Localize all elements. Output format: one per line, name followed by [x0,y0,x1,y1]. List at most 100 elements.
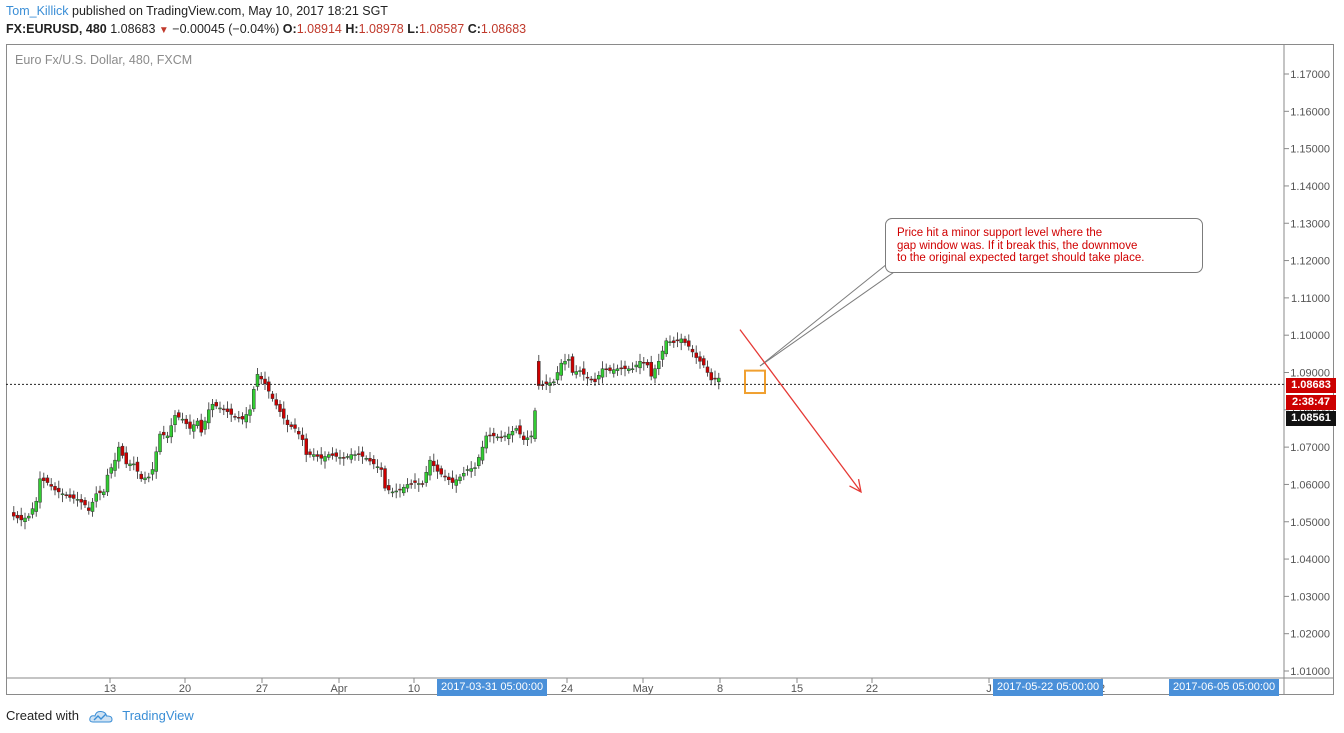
candle-up [102,491,106,495]
candle-up [34,500,38,512]
candle-up [210,403,215,411]
last-value: 1.08683 [110,22,156,36]
candle-down [285,419,290,425]
candle-up [94,493,98,502]
candle-up [525,437,530,440]
candle-down [342,457,346,459]
time-tick-label: 22 [866,683,878,695]
target-arrow[interactable] [739,329,862,494]
candle-up [349,454,353,460]
candle-down [383,468,387,489]
candle-up [405,484,410,489]
candle-down [398,488,402,491]
candle-down [49,484,53,487]
candle-up [514,428,518,431]
high-value: 1.08978 [358,22,404,36]
candle-up [657,361,661,370]
callout-pointer-a [759,263,888,367]
candle-up [630,368,635,371]
open-value: 1.08914 [296,22,342,36]
candle-down [274,399,278,406]
candle-down [289,424,293,427]
price-tick-label: 1.16000 [1290,106,1330,118]
candle-up [323,456,327,462]
candle-down [214,402,218,407]
candle-down [713,377,717,380]
candle-down [522,435,526,440]
candle-down [413,480,417,483]
time-tick-label: Apr [330,683,347,695]
price-tick-label: 1.09000 [1290,368,1330,380]
created-with-text: Created with [6,708,79,723]
candle-up [559,362,563,376]
candle-up [462,472,466,477]
candle-up [364,458,368,460]
candle-up [660,350,665,360]
time-tick-label: 13 [104,683,116,695]
candle-up [30,508,35,515]
candle-down [162,431,166,436]
candle-down [297,431,301,435]
price-tick-label: 1.06000 [1290,479,1330,491]
candle-down [259,375,263,380]
highlight-rectangle[interactable] [744,369,766,395]
author-link[interactable]: Tom_Killick [6,4,69,18]
candle-up [563,361,567,365]
candle-down [83,500,87,506]
candle-up [60,493,65,496]
candle-down [619,367,623,370]
candle-up [143,477,147,481]
candle-down [544,381,548,384]
candle-up [510,431,515,436]
time-axis[interactable]: 132027Apr1024May81522J2 [104,678,1105,695]
candle-up [207,409,211,424]
time-tick-label: 24 [561,683,573,695]
candle-down [443,475,447,478]
callout-line-1: Price hit a minor support level where th… [897,227,1103,239]
candle-down [308,451,312,455]
candle-down [690,348,695,353]
candle-down [124,452,128,465]
candle-up [634,364,638,368]
price-axis[interactable]: 1.17000 1.16000 1.15000 1.14000 1.13000 1.120… [1284,69,1330,678]
tradingview-brand-link[interactable]: TradingView [122,708,194,723]
annotation-callout[interactable]: Price hit a minor support level where th… [885,218,1203,273]
candle-down [589,378,593,381]
candle-up [128,463,132,467]
chart-frame[interactable] [6,44,1334,695]
candle-up [154,451,158,472]
candle-down [267,381,271,392]
candle-up [248,409,252,416]
candlestick-series [12,332,721,530]
low-value: 1.08587 [419,22,465,36]
candle-down [300,434,305,440]
callout-line-3: to the original expected target should t… [897,252,1145,264]
candle-up [165,435,170,439]
candle-down [15,514,20,519]
candle-down [98,490,102,494]
close-value: 1.08683 [480,22,527,36]
candle-up [507,433,511,439]
candle-up [484,435,488,449]
candle-down [709,372,713,381]
candle-down [53,486,57,491]
candle-up [23,517,27,522]
candle-up [612,369,616,374]
candle-down [64,494,68,496]
candle-down [237,417,241,419]
candle-up [567,359,571,361]
price-tick-label: 1.14000 [1290,181,1330,193]
candle-up [327,454,331,458]
candle-up [195,420,200,426]
candle-up [469,468,473,472]
candle-down [683,338,687,343]
candle-down [263,378,267,384]
candle-down [705,366,710,373]
candle-up [203,420,207,430]
candle-down [499,436,503,439]
candle-down [585,376,590,379]
candle-up [113,459,117,471]
candle-up [173,415,177,425]
candle-down [270,393,275,399]
